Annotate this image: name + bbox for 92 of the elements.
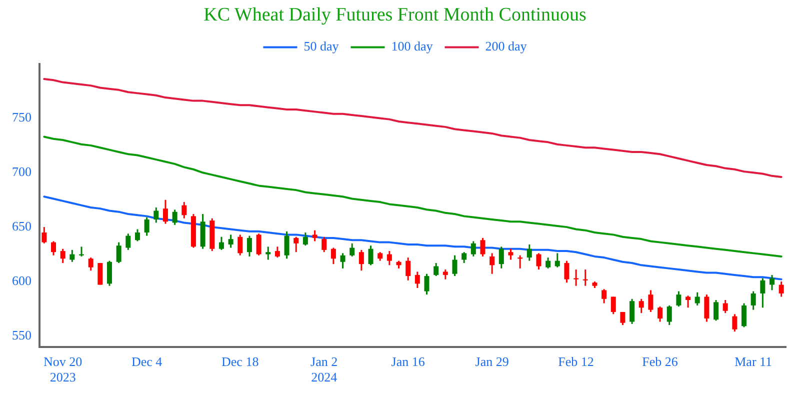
candlestick bbox=[554, 252, 560, 268]
candlestick bbox=[218, 236, 224, 251]
y-tick-label: 750 bbox=[12, 110, 32, 125]
candlestick bbox=[238, 234, 243, 256]
candlestick bbox=[610, 296, 616, 315]
legend-label: 50 day bbox=[304, 38, 340, 54]
candlestick bbox=[60, 248, 66, 264]
candlestick bbox=[602, 288, 607, 304]
legend-label: 200 day bbox=[485, 38, 528, 54]
candlestick bbox=[574, 268, 579, 287]
chart-title: KC Wheat Daily Futures Front Month Continuous bbox=[204, 4, 586, 26]
candlestick bbox=[694, 292, 700, 306]
candlestick bbox=[518, 254, 523, 270]
candlestick bbox=[648, 289, 654, 313]
candlestick bbox=[50, 240, 56, 256]
candlestick bbox=[330, 247, 336, 265]
candlestick bbox=[228, 234, 234, 248]
candlestick bbox=[312, 230, 318, 242]
candlestick bbox=[182, 201, 187, 220]
candlestick bbox=[452, 254, 458, 277]
candlestick bbox=[750, 290, 756, 311]
candlestick bbox=[526, 244, 532, 262]
candlestick bbox=[462, 251, 467, 264]
x-tick-label: Feb 12 bbox=[558, 354, 594, 370]
candlestick bbox=[714, 299, 719, 322]
candlestick bbox=[406, 256, 411, 282]
candlestick bbox=[154, 206, 159, 224]
candlestick bbox=[340, 252, 346, 270]
candlestick bbox=[106, 260, 112, 287]
candlestick bbox=[620, 311, 626, 326]
x-tick-label: Jan 16 bbox=[391, 354, 426, 370]
candlestick bbox=[666, 304, 672, 326]
candlestick bbox=[256, 232, 262, 256]
candlestick bbox=[42, 226, 47, 244]
candlestick bbox=[770, 274, 775, 291]
x-tick-label: Mar 11 bbox=[734, 354, 772, 370]
candlestick bbox=[358, 249, 364, 272]
x-tick-label: Jan 29 bbox=[475, 354, 509, 370]
candlestick bbox=[414, 270, 420, 289]
candlestick bbox=[470, 240, 476, 258]
x-tick-label: Dec 4 bbox=[131, 354, 163, 370]
candlestick bbox=[442, 268, 448, 280]
candlestick bbox=[564, 260, 570, 284]
candlestick bbox=[162, 199, 168, 225]
candlestick bbox=[322, 236, 327, 253]
candlestick bbox=[78, 246, 84, 258]
candlestick bbox=[722, 299, 728, 314]
candlestick bbox=[536, 252, 542, 270]
candlestick bbox=[686, 294, 691, 308]
x-tick-label: Feb 26 bbox=[642, 354, 678, 370]
x-tick-label: Dec 18 bbox=[222, 354, 259, 370]
candlestick bbox=[742, 302, 747, 328]
legend-label: 100 day bbox=[391, 38, 434, 54]
candlestick bbox=[266, 246, 271, 260]
candlestick bbox=[490, 252, 495, 275]
y-tick-label: 700 bbox=[12, 164, 32, 180]
candlestick bbox=[386, 250, 392, 266]
x-tick-label: Jan 2 2024 bbox=[310, 354, 338, 385]
candlestick bbox=[302, 232, 308, 246]
candlestick bbox=[434, 262, 439, 277]
candlestick bbox=[350, 242, 355, 258]
y-tick-label: 650 bbox=[12, 218, 32, 234]
candlestick bbox=[546, 256, 551, 270]
candlestick bbox=[778, 280, 784, 298]
candlestick bbox=[70, 249, 75, 263]
candlestick bbox=[134, 228, 140, 242]
candlestick bbox=[498, 246, 504, 270]
candlestick bbox=[246, 235, 252, 258]
candlestick bbox=[630, 298, 635, 325]
candlestick bbox=[294, 236, 299, 253]
candlestick bbox=[582, 268, 588, 287]
y-tick-label: 550 bbox=[12, 327, 32, 342]
candlestick bbox=[274, 246, 280, 258]
x-tick-label: Nov 20 2023 bbox=[44, 354, 82, 385]
candlestick bbox=[760, 277, 766, 308]
candlestick bbox=[658, 306, 663, 323]
candlestick bbox=[172, 208, 178, 226]
candlestick bbox=[638, 298, 644, 314]
candlestick bbox=[368, 244, 374, 266]
candlestick bbox=[126, 232, 131, 251]
candlestick bbox=[424, 273, 430, 296]
candlestick bbox=[88, 256, 94, 272]
candlestick bbox=[732, 313, 738, 332]
candlestick bbox=[508, 248, 514, 260]
candlestick bbox=[116, 242, 122, 264]
candlestick bbox=[704, 294, 710, 323]
candlestick bbox=[284, 230, 290, 260]
candlestick bbox=[676, 290, 682, 308]
candlestick bbox=[98, 262, 103, 286]
candlestick bbox=[480, 237, 486, 258]
candlestick bbox=[144, 216, 150, 237]
y-tick-label: 600 bbox=[12, 272, 32, 288]
